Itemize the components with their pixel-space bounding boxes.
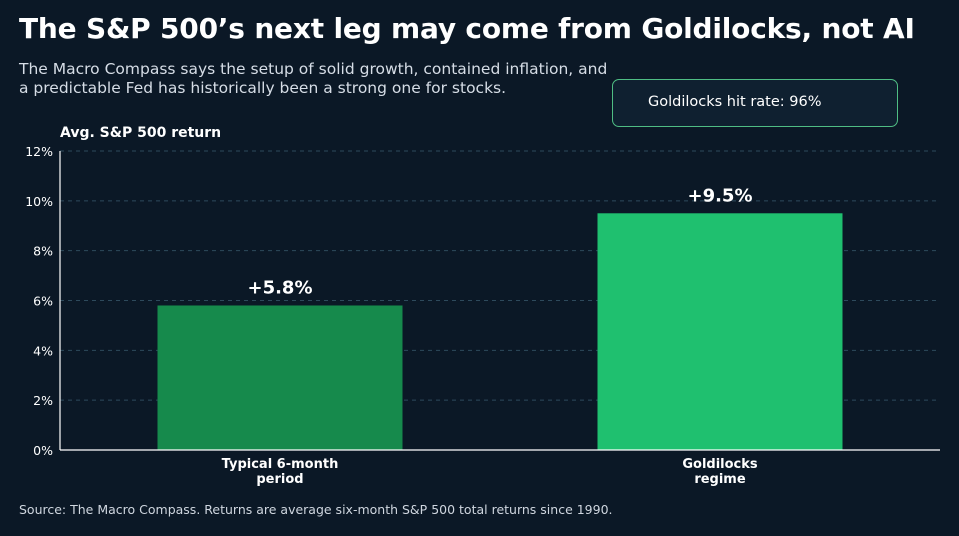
bar-2 — [597, 213, 843, 450]
x-tick-label: Typical 6-month — [222, 457, 339, 472]
y-tick-label: 6% — [33, 294, 53, 309]
x-tick-label: Goldilocks — [682, 457, 758, 472]
y-tick-label: 0% — [33, 443, 53, 458]
x-tick-label: period — [256, 472, 303, 487]
chart-subtitle: The Macro Compass says the setup of soli… — [19, 60, 608, 97]
bars — [157, 213, 843, 450]
y-tick-label: 12% — [25, 144, 53, 159]
data-label: +9.5% — [687, 185, 752, 206]
chart-title: The S&P 500’s next leg may come from Gol… — [19, 12, 915, 45]
source-note: Source: The Macro Compass. Returns are a… — [19, 502, 613, 517]
y-tick-label: 8% — [33, 244, 53, 259]
data-label: +5.8% — [247, 277, 312, 298]
y-tick-label: 4% — [33, 343, 53, 358]
hit-rate-callout: Goldilocks hit rate: 96% — [612, 79, 898, 127]
hit-rate-callout-text: Goldilocks hit rate: 96% — [648, 94, 822, 110]
y-tick-label: 10% — [25, 194, 53, 209]
bar-1 — [157, 305, 403, 450]
y-axis-label: Avg. S&P 500 return — [60, 125, 221, 141]
y-tick-label: 2% — [33, 393, 53, 408]
axes: 0% 2% 4% 6% 8% 10% 12% — [25, 144, 940, 458]
x-tick-label: regime — [694, 472, 746, 487]
